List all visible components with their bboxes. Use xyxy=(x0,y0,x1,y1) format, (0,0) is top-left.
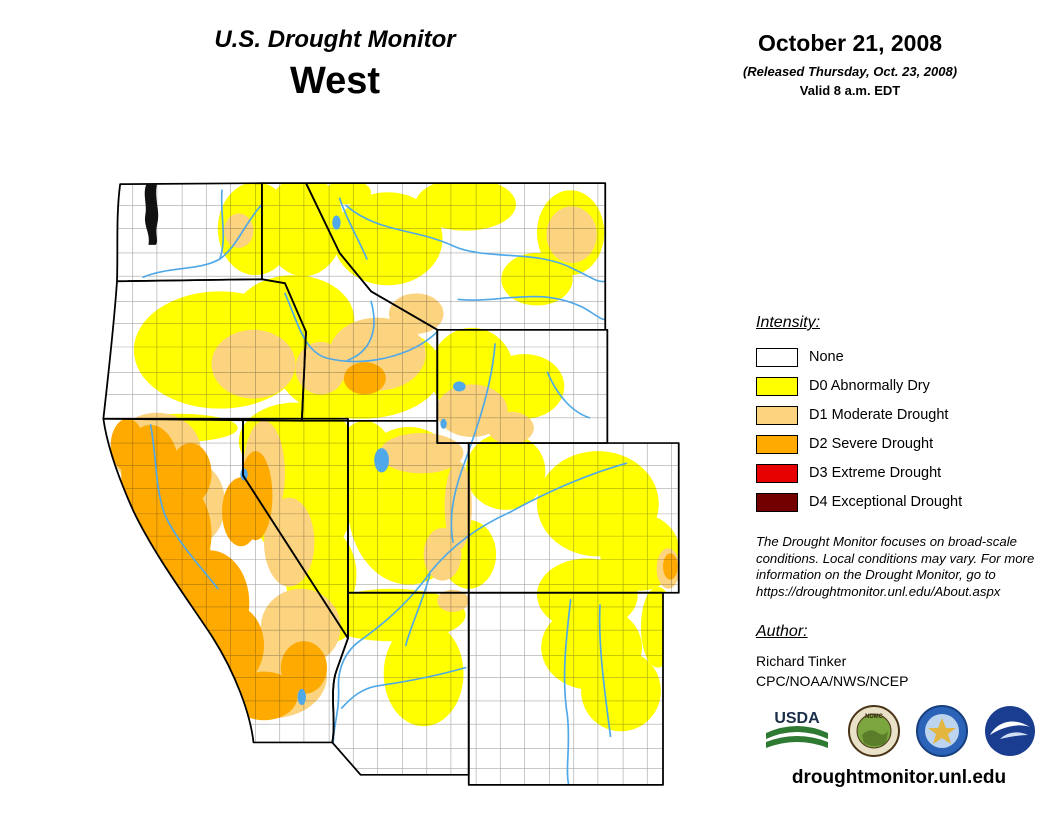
noaa-logo xyxy=(984,705,1036,762)
legend-heading: Intensity: xyxy=(756,314,821,331)
legend-row-d3: D3 Extreme Drought xyxy=(756,463,1041,483)
valid-time: Valid 8 a.m. EDT xyxy=(799,83,901,98)
author-block: Author: Richard Tinker CPC/NOAA/NWS/NCEP xyxy=(756,623,908,692)
date-block: October 21, 2008 (Released Thursday, Oct… xyxy=(705,30,995,98)
county-lines-layer xyxy=(103,183,679,785)
disclaimer-text: The Drought Monitor focuses on broad-sca… xyxy=(756,534,1035,599)
drought-map xyxy=(96,170,684,792)
ndmc-logo-text: NDMC xyxy=(865,714,884,720)
legend-row-d2: D2 Severe Drought xyxy=(756,434,1041,454)
legend-swatch-d1 xyxy=(756,405,798,425)
map-date: October 21, 2008 xyxy=(757,30,943,56)
ndmc-logo: NDMC xyxy=(848,705,900,762)
usda-logo: USDA xyxy=(762,707,832,760)
author-name: Richard Tinker xyxy=(756,653,847,669)
legend-label-none: None xyxy=(809,349,844,365)
legend-row-d1: D1 Moderate Drought xyxy=(756,405,1041,425)
legend-row-d4: D4 Exceptional Drought xyxy=(756,492,1041,512)
legend-swatch-none xyxy=(756,347,798,367)
legend-row-none: None xyxy=(756,347,1041,367)
drought-shading-layer xyxy=(110,183,679,732)
legend-swatch-d2 xyxy=(756,434,798,454)
title-block: U.S. Drought Monitor West xyxy=(130,26,540,103)
region-title: West xyxy=(289,60,381,102)
legend-label-d4: D4 Exceptional Drought xyxy=(809,494,963,510)
intensity-legend: Intensity: None D0 Abnormally Dry D1 Mod… xyxy=(756,314,1041,521)
usda-logo-text: USDA xyxy=(774,710,820,727)
state-borders-layer xyxy=(102,182,680,786)
legend-label-d1: D1 Moderate Drought xyxy=(809,407,949,423)
western-us-drought-map-svg xyxy=(102,182,680,786)
author-heading: Author: xyxy=(756,623,808,640)
legend-swatch-d4 xyxy=(756,492,798,512)
site-url: droughtmonitor.unl.edu xyxy=(791,767,1007,788)
d2-severe-drought-areas xyxy=(110,362,678,721)
author-org: CPC/NOAA/NWS/NCEP xyxy=(756,673,909,690)
report-title: U.S. Drought Monitor xyxy=(214,26,456,53)
legend-swatch-d0 xyxy=(756,376,798,396)
release-date: (Released Thursday, Oct. 23, 2008) xyxy=(742,64,958,79)
legend-label-d3: D3 Extreme Drought xyxy=(809,465,942,481)
legend-row-d0: D0 Abnormally Dry xyxy=(756,376,1041,396)
agency-logos: USDA NDMC xyxy=(750,705,1048,762)
legend-label-d2: D2 Severe Drought xyxy=(809,436,934,452)
legend-swatch-d3 xyxy=(756,463,798,483)
puget-sound xyxy=(144,184,159,245)
legend-label-d0: D0 Abnormally Dry xyxy=(809,378,930,394)
rivers-layer xyxy=(142,189,628,785)
doc-seal-logo xyxy=(916,705,968,762)
